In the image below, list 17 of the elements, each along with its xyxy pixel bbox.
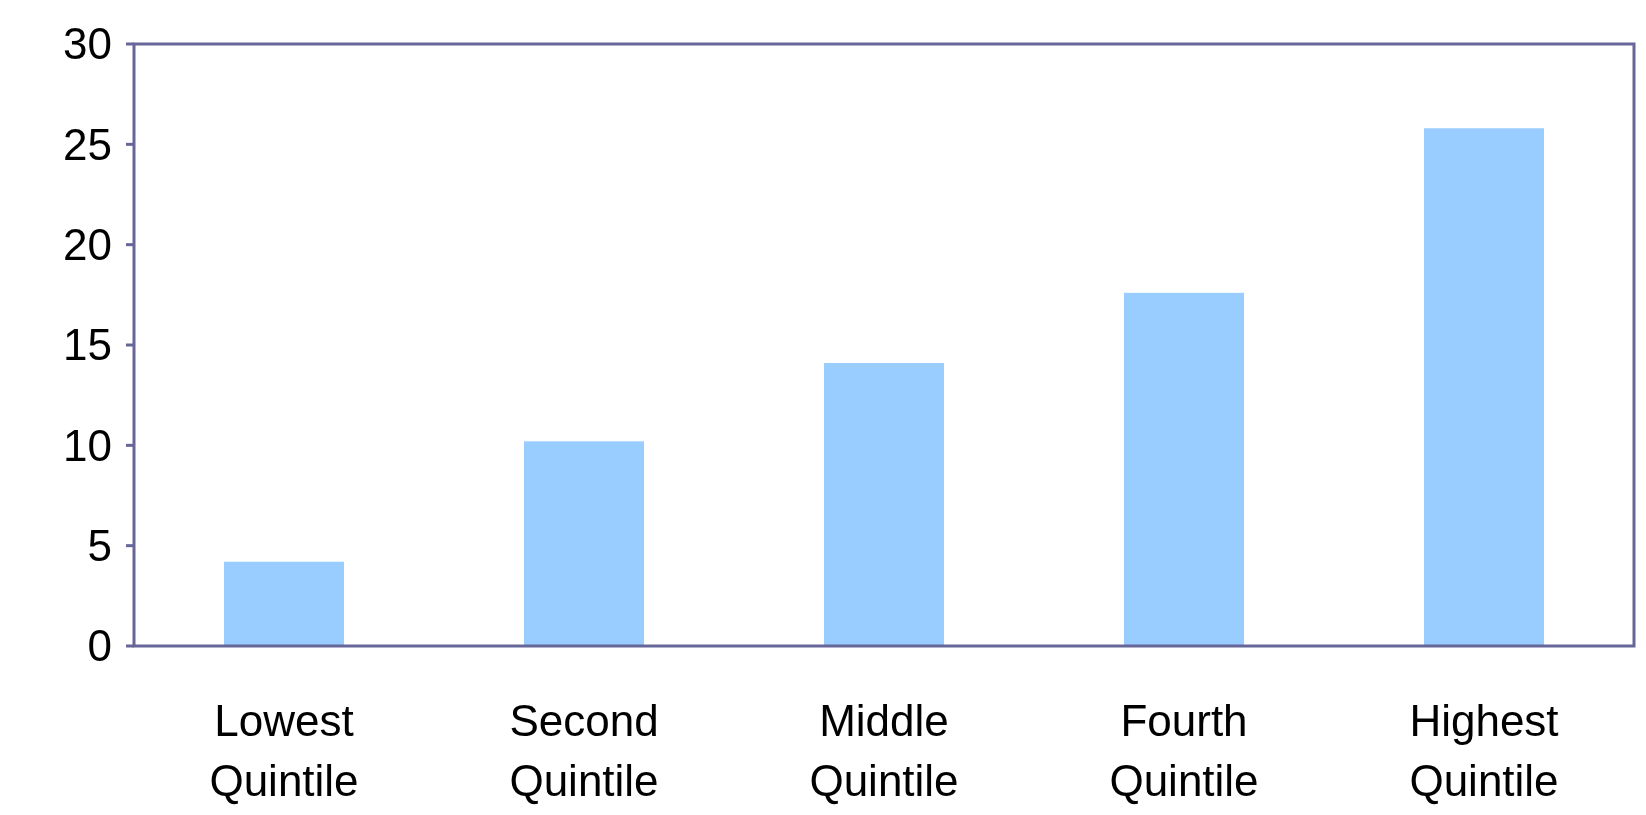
y-tick-label: 5 bbox=[87, 521, 112, 571]
y-tick-label: 0 bbox=[87, 621, 112, 671]
x-tick-label: Middle Quintile bbox=[809, 696, 959, 805]
x-tick-label: Second Quintile bbox=[509, 696, 659, 805]
y-tick-label: 25 bbox=[63, 119, 112, 169]
bar bbox=[1124, 292, 1244, 646]
y-tick-label: 30 bbox=[63, 19, 112, 69]
bar bbox=[1424, 128, 1544, 646]
x-tick-label: Highest Quintile bbox=[1409, 696, 1559, 805]
y-tick-label: 10 bbox=[63, 420, 112, 470]
y-tick-label: 15 bbox=[63, 320, 112, 370]
x-tick-label: Fourth Quintile bbox=[1109, 696, 1259, 805]
y-tick-label: 20 bbox=[63, 220, 112, 270]
x-tick-label: Lowest Quintile bbox=[209, 696, 359, 805]
bar bbox=[524, 441, 644, 646]
bar bbox=[224, 561, 344, 646]
bar bbox=[824, 363, 944, 646]
